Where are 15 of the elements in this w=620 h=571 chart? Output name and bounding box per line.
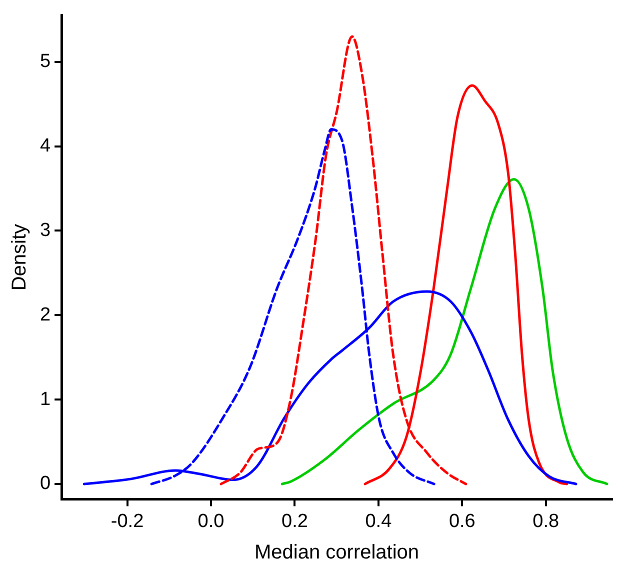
- y-tick-label: 3: [40, 220, 51, 241]
- y-tick-label: 1: [40, 388, 51, 410]
- x-tick-label: -0.2: [110, 510, 144, 532]
- y-tick-label: 4: [40, 136, 51, 157]
- x-tick-label: 0.4: [365, 510, 392, 532]
- x-tick-label: 0.8: [532, 510, 560, 532]
- y-tick-label: 0: [40, 473, 51, 494]
- y-axis-title: Density: [8, 224, 31, 291]
- y-tick-label: 5: [40, 51, 51, 72]
- x-tick-label: 0.2: [282, 510, 308, 532]
- y-tick-label: 2: [40, 304, 51, 326]
- x-tick-label: 0.6: [448, 510, 476, 532]
- x-tick-label: 0.0: [198, 510, 224, 532]
- x-axis-title: Median correlation: [254, 542, 420, 564]
- line-series: [280, 178, 608, 486]
